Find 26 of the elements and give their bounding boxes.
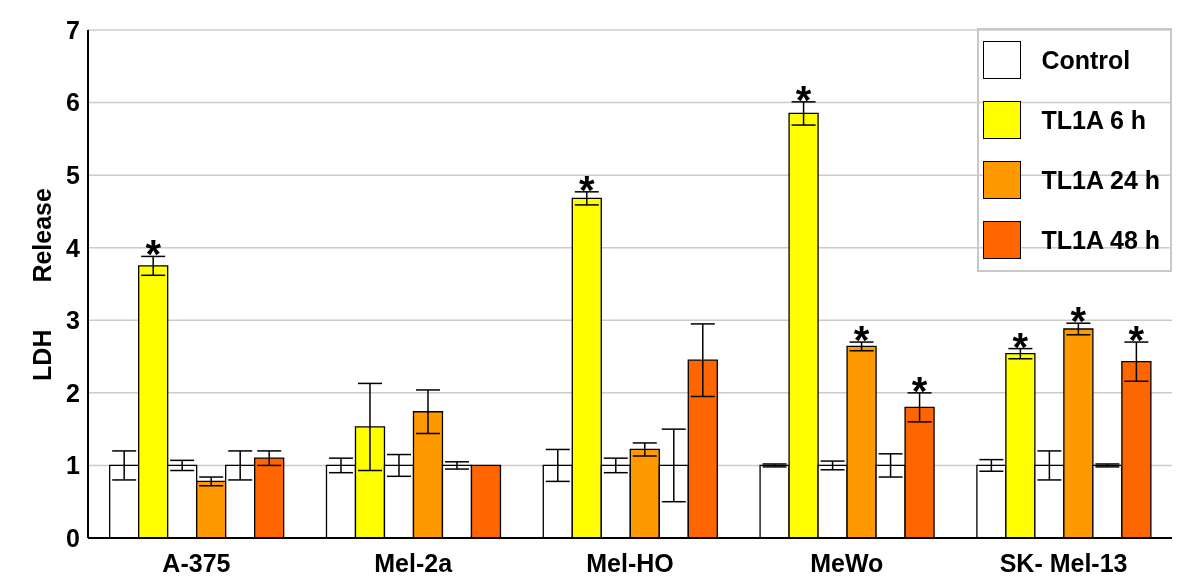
legend-label: Control (1041, 45, 1131, 75)
legend-label: TL1A 24 h (1041, 165, 1160, 195)
data-label: * (1070, 299, 1087, 344)
data-label: * (1128, 318, 1145, 363)
y-tick-label: 2 (66, 378, 80, 407)
data-label: * (911, 368, 928, 413)
y-tick-label: 7 (66, 15, 80, 44)
data-label: * (578, 167, 595, 212)
legend-label: TL1A 6 h (1041, 105, 1147, 135)
x-tick-label: Mel-HO (586, 548, 674, 577)
data-label: * (1012, 324, 1029, 369)
legend-label: TL1A 48 h (1041, 225, 1160, 255)
y-tick-label: 4 (66, 233, 81, 262)
x-tick-label: Mel-2a (374, 548, 454, 577)
data-label: * (145, 232, 162, 277)
y-tick-label: 0 (66, 523, 80, 552)
x-tick-label: SK- Mel-13 (999, 548, 1128, 577)
data-label: * (795, 77, 812, 122)
y-tick-label: 1 (66, 451, 81, 480)
y-tick-label: 5 (66, 161, 81, 190)
y-axis-title: LDH Release (27, 187, 57, 381)
y-tick-label: 3 (66, 306, 80, 335)
x-tick-label: MeWo (810, 548, 884, 577)
data-label: * (853, 318, 870, 363)
y-tick-label: 6 (66, 88, 80, 117)
x-tick-label: A-375 (162, 548, 231, 577)
